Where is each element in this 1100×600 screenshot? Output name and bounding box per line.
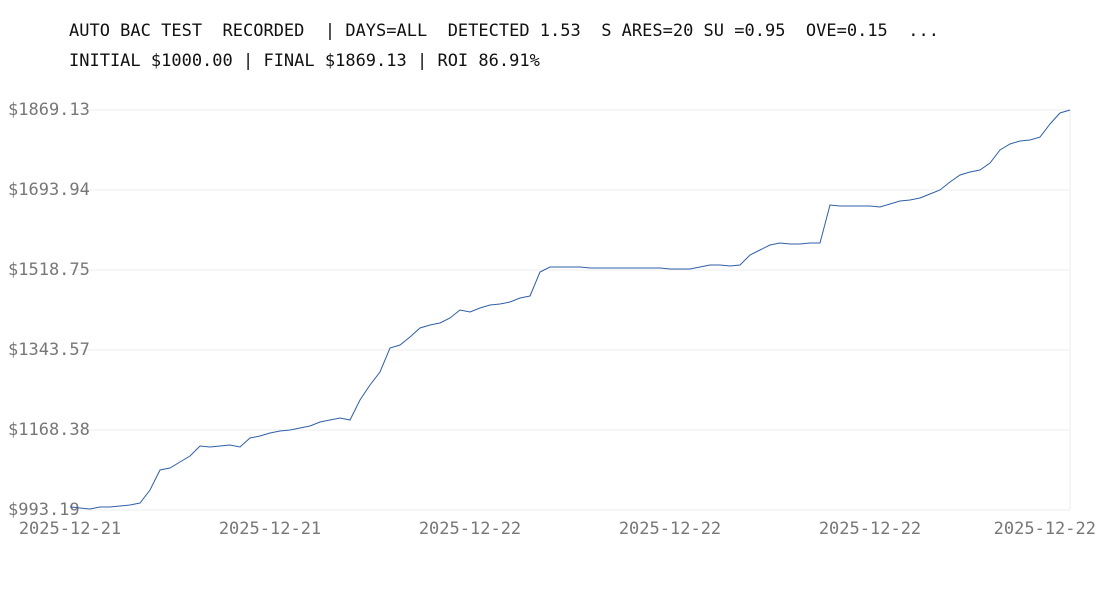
y-tick-label: $1869.13 xyxy=(8,100,90,120)
x-tick-label: 2025-12-22 xyxy=(419,519,521,539)
x-tick-label: 2025-12-22 xyxy=(994,519,1096,539)
y-tick-label: $993.19 xyxy=(8,500,80,520)
chart-title: AUTO BAC TEST RECORDED | DAYS=ALL DETECT… xyxy=(69,21,939,41)
y-tick-label: $1693.94 xyxy=(8,180,90,200)
x-tick-label: 2025-12-21 xyxy=(219,519,321,539)
x-tick-label: 2025-12-21 xyxy=(19,519,121,539)
equity-line xyxy=(69,109,1071,510)
y-tick-label: $1168.38 xyxy=(8,420,90,440)
chart-subtitle: INITIAL $1000.00 | FINAL $1869.13 | ROI … xyxy=(69,51,540,71)
x-tick-label: 2025-12-22 xyxy=(819,519,921,539)
x-tick-label: 2025-12-22 xyxy=(619,519,721,539)
y-tick-label: $1343.57 xyxy=(8,340,90,360)
y-tick-label: $1518.75 xyxy=(8,260,90,280)
